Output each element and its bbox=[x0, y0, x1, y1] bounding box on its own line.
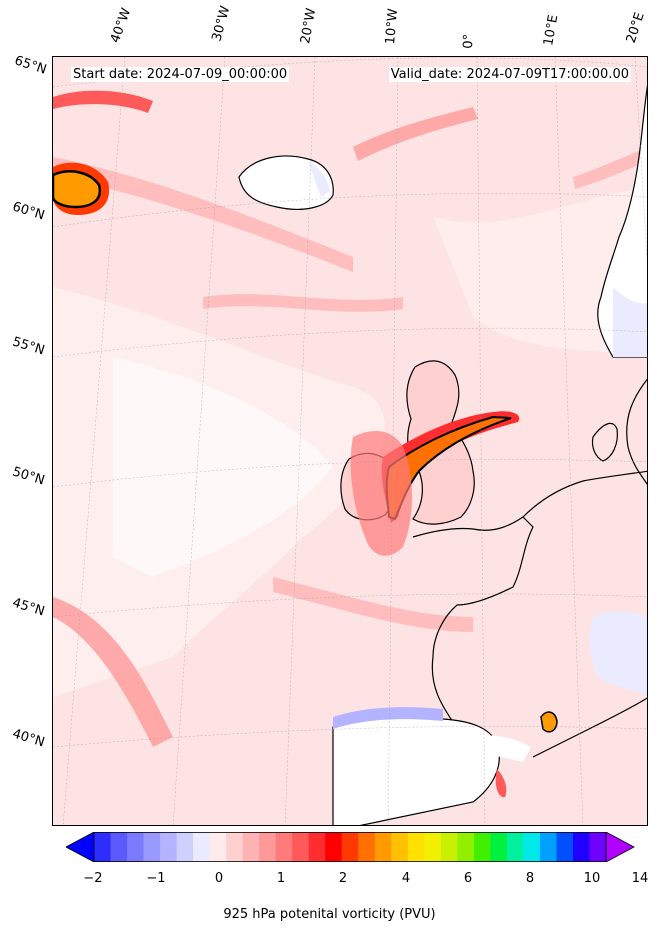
lon-label-20w: 20°W bbox=[298, 7, 320, 46]
colorbar-segment bbox=[440, 832, 458, 862]
colorbar-segment bbox=[110, 832, 128, 862]
lat-label-60n: 60°N bbox=[10, 199, 47, 224]
colorbar-segment bbox=[457, 832, 475, 862]
valid-date-label: Valid_date: 2024-07-09T17:00:00.00 bbox=[388, 67, 631, 82]
colorbar-segment bbox=[589, 832, 607, 862]
colorbar-tick: 14 bbox=[631, 871, 649, 886]
colorbar-tick: 4 bbox=[401, 871, 411, 886]
colorbar-tick: 1 bbox=[276, 871, 286, 886]
colorbar-outline bbox=[93, 832, 607, 862]
colorbar-segment bbox=[127, 832, 145, 862]
lat-label-65n: 65°N bbox=[12, 53, 49, 78]
colorbar-segment bbox=[160, 832, 178, 862]
colorbar-segment bbox=[193, 832, 211, 862]
colorbar-segment bbox=[391, 832, 409, 862]
colorbar-segment bbox=[308, 832, 326, 862]
colorbar-tick: 10 bbox=[583, 871, 601, 886]
colorbar-segment bbox=[94, 832, 112, 862]
colorbar-segment bbox=[424, 832, 442, 862]
colorbar-segment bbox=[490, 832, 508, 862]
colorbar-segment bbox=[506, 832, 524, 862]
colorbar-segment bbox=[292, 832, 310, 862]
colorbar-extend-min bbox=[66, 832, 95, 862]
colorbar-segment bbox=[275, 832, 293, 862]
colorbar-segment bbox=[374, 832, 392, 862]
lat-label-55n: 55°N bbox=[10, 334, 47, 359]
map-canvas bbox=[53, 57, 647, 825]
colorbar-tick: 2 bbox=[338, 871, 348, 886]
colorbar-segment bbox=[358, 832, 376, 862]
lat-label-50n: 50°N bbox=[10, 464, 47, 489]
start-date-label: Start date: 2024-07-09_00:00:00 bbox=[71, 67, 290, 82]
lat-label-40n: 40°N bbox=[10, 726, 47, 751]
colorbar-segment bbox=[143, 832, 161, 862]
lon-label-30w: 30°W bbox=[209, 4, 234, 43]
colorbar-extend-max bbox=[605, 832, 635, 862]
colorbar-segment bbox=[176, 832, 194, 862]
colorbar bbox=[66, 832, 635, 862]
colorbar-tick: −2 bbox=[83, 871, 103, 886]
lat-label-45n: 45°N bbox=[10, 595, 47, 620]
colorbar-segment bbox=[556, 832, 574, 862]
colorbar-segment bbox=[325, 832, 343, 862]
colorbar-tick: 0 bbox=[214, 871, 224, 886]
lon-label-20e: 20°E bbox=[623, 10, 648, 46]
colorbar-segment bbox=[523, 832, 541, 862]
potential-vorticity-map: Start date: 2024-07-09_00:00:00 Valid_da… bbox=[52, 56, 648, 826]
colorbar-label: 925 hPa potenital vorticity (PVU) bbox=[223, 907, 436, 922]
lon-label-10e: 10°E bbox=[541, 13, 562, 47]
colorbar-segment bbox=[226, 832, 244, 862]
colorbar-tick: 6 bbox=[463, 871, 473, 886]
colorbar-tick: −1 bbox=[146, 871, 166, 886]
colorbar-segment bbox=[209, 832, 227, 862]
lon-label-0: 0° bbox=[461, 33, 477, 49]
colorbar-segment bbox=[539, 832, 557, 862]
colorbar-segment bbox=[259, 832, 277, 862]
colorbar-segment bbox=[572, 832, 590, 862]
colorbar-segment bbox=[407, 832, 425, 862]
lon-label-10w: 10°W bbox=[383, 7, 402, 45]
colorbar-tick: 8 bbox=[525, 871, 535, 886]
lon-label-40w: 40°W bbox=[107, 6, 135, 45]
colorbar-segment bbox=[473, 832, 491, 862]
colorbar-segment bbox=[341, 832, 359, 862]
colorbar-segment bbox=[242, 832, 260, 862]
